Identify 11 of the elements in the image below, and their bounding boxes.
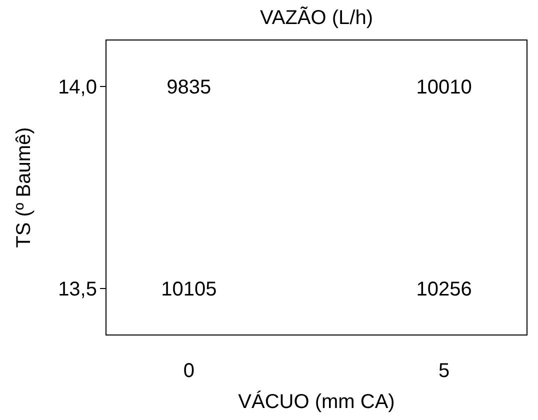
x-tick-label: 0 bbox=[183, 360, 194, 382]
data-label: 9835 bbox=[166, 76, 212, 98]
y-tick-label: 14,0 bbox=[58, 76, 97, 98]
y-axis-title: TS (º Baumê) bbox=[13, 127, 35, 248]
chart-title: VAZÃO (L/h) bbox=[260, 6, 373, 29]
data-label: 10256 bbox=[416, 278, 472, 301]
x-tick-label: 5 bbox=[438, 360, 450, 382]
data-label: 10105 bbox=[161, 278, 217, 301]
data-label: 10010 bbox=[416, 76, 472, 98]
x-axis-title: VÁCUO (mm CA) bbox=[238, 390, 395, 413]
y-tick-label: 13,5 bbox=[58, 278, 97, 301]
